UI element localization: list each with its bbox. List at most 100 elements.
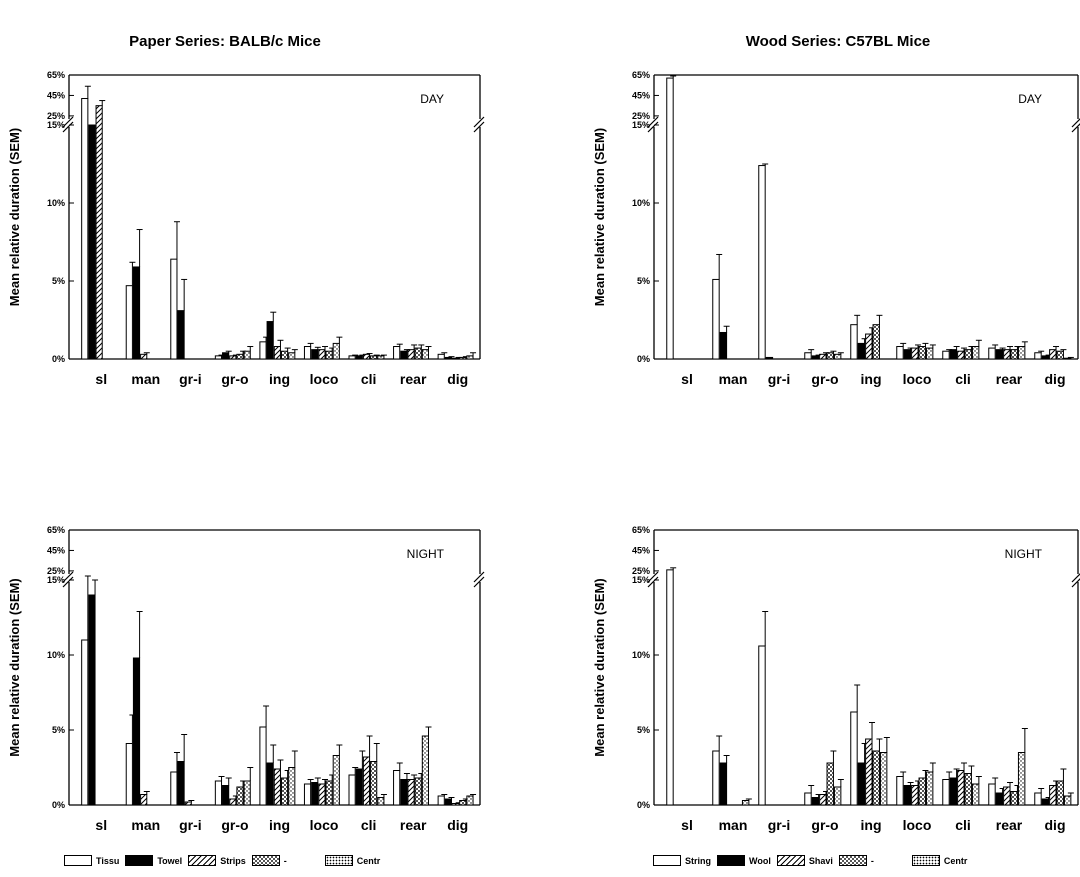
bar: [872, 750, 880, 806]
bar: [826, 352, 834, 360]
bar: [222, 352, 230, 360]
bar: [1017, 752, 1026, 806]
bar: [865, 738, 873, 806]
bar: [719, 762, 728, 806]
x-tick-label: cli: [361, 817, 377, 833]
bar: [273, 346, 281, 360]
x-tick-label: loco: [903, 371, 932, 387]
legend-wood: String Wool Shavi - Centr: [653, 855, 973, 866]
x-tick-label: ing: [269, 371, 290, 387]
axis-break-mark: [647, 121, 659, 133]
panel-label: DAY: [1018, 92, 1042, 106]
x-tick-label: dig: [1045, 817, 1066, 833]
axis-break-mark: [1071, 123, 1080, 133]
legend-swatch-towel: [125, 855, 154, 866]
y-tick-label: 0%: [637, 354, 650, 364]
bar: [177, 761, 185, 806]
axis-break-mark: [647, 116, 659, 128]
bar: [1063, 795, 1072, 806]
bar: [407, 349, 415, 360]
y-tick-label: 0%: [52, 354, 65, 364]
y-tick-label: 25%: [632, 111, 650, 121]
bar: [971, 346, 980, 360]
panel-paper-night: 15% 10% 5% 0% 65% 45% 25% Mean relative duratio…: [7, 525, 485, 833]
x-tick-label: cli: [955, 817, 971, 833]
bar: [266, 321, 274, 360]
bar: [444, 356, 452, 360]
bar: [819, 353, 827, 360]
legend-label: Tissu: [96, 855, 120, 866]
axis-break-mark: [473, 116, 485, 128]
bar: [362, 353, 371, 360]
axis-break-mark: [473, 576, 485, 588]
bar: [459, 356, 467, 360]
x-tick-label: sl: [95, 371, 107, 387]
bar: [872, 324, 880, 360]
bar: [811, 355, 820, 360]
y-tick-label: 15%: [47, 120, 65, 130]
x-tick-label: cli: [361, 371, 377, 387]
bar: [400, 779, 408, 806]
legend-label: -: [283, 855, 287, 866]
bar: [918, 777, 926, 806]
bar: [995, 349, 1004, 360]
bar: [957, 770, 965, 806]
bar: [214, 780, 223, 806]
x-tick-label: loco: [903, 817, 932, 833]
bar: [925, 771, 934, 806]
y-tick-label: 10%: [632, 198, 650, 208]
bar: [280, 777, 289, 806]
y-tick-label: 10%: [47, 198, 65, 208]
panel-wood-day: 15% 10% 5% 0% 65% 45% 25% Mean relative duratio…: [592, 70, 1080, 387]
bar: [918, 346, 926, 360]
bar: [804, 352, 812, 360]
bar: [1041, 798, 1050, 806]
axis-break-mark: [647, 576, 659, 588]
bar: [95, 105, 103, 360]
y-tick-label: 10%: [47, 650, 65, 660]
bar: [1003, 349, 1011, 360]
bar: [466, 795, 474, 806]
bar: [311, 349, 319, 360]
bar: [988, 783, 996, 806]
x-tick-label: gr-o: [811, 371, 838, 387]
bar: [957, 350, 965, 360]
x-tick-label: dig: [447, 817, 468, 833]
axis-break-mark: [473, 121, 485, 133]
bar: [451, 803, 460, 806]
bar: [414, 347, 422, 360]
x-tick-label: cli: [955, 371, 971, 387]
bar: [266, 762, 274, 806]
bar: [377, 797, 385, 806]
bar: [140, 794, 148, 806]
bar: [1003, 786, 1011, 806]
bar: [311, 782, 319, 806]
bar: [826, 762, 834, 806]
bar: [995, 792, 1004, 806]
bar: [280, 350, 289, 360]
panel-label: DAY: [420, 92, 444, 106]
bar: [184, 801, 192, 806]
y-tick-label: 45%: [47, 545, 65, 555]
legend-label: Towel: [157, 855, 183, 866]
bar: [857, 762, 866, 806]
y-tick-label: 15%: [47, 575, 65, 585]
x-tick-label: ing: [269, 817, 290, 833]
bar: [804, 792, 812, 806]
bar: [132, 657, 141, 806]
bar: [666, 77, 674, 360]
bar: [318, 783, 326, 806]
y-tick-label: 5%: [637, 276, 650, 286]
x-tick-label: loco: [310, 817, 339, 833]
legend-label: Shavi: [808, 855, 833, 866]
panel-paper-day: 15% 10% 5% 0% 65% 45% 25% Mean relative duratio…: [7, 70, 485, 387]
bar: [170, 771, 178, 806]
bar: [236, 786, 244, 806]
bar: [466, 355, 474, 360]
legend-swatch-tissu: [64, 855, 92, 866]
x-tick-label: gr-o: [811, 817, 838, 833]
legend-swatch-checker: [838, 855, 867, 866]
x-tick-label: gr-i: [179, 817, 202, 833]
bar: [393, 346, 401, 360]
axis-break-mark: [1071, 118, 1080, 128]
